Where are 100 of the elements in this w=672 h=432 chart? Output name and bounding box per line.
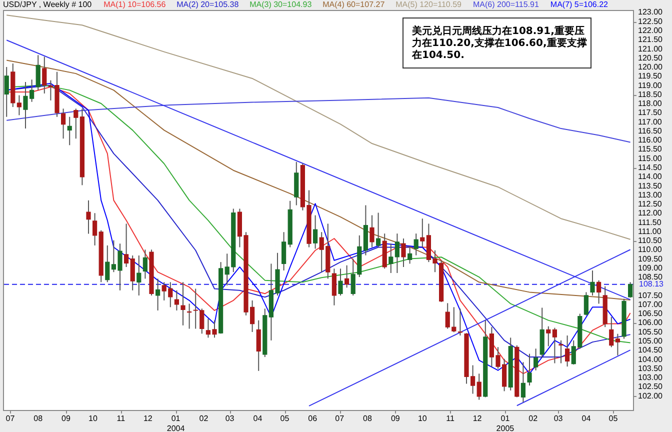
x-tick-label: 11 xyxy=(446,414,455,423)
candlestick xyxy=(282,232,286,271)
candlestick xyxy=(67,116,72,146)
y-tick-label: 105.50 xyxy=(638,327,664,336)
x-tick-label: 05 xyxy=(608,414,618,423)
candlestick xyxy=(313,214,318,250)
y-tick-label: 103.50 xyxy=(638,364,664,373)
candlestick xyxy=(394,233,400,274)
candlestick xyxy=(584,292,588,316)
y-tick-label: 110.00 xyxy=(638,245,662,254)
line-series xyxy=(6,97,631,143)
candlestick xyxy=(16,94,22,116)
candlestick xyxy=(565,334,570,368)
candlestick xyxy=(615,333,620,356)
y-tick-label: 123.00 xyxy=(638,8,664,17)
y-tick-label: 117.50 xyxy=(638,108,662,118)
candlestick xyxy=(388,243,394,274)
candlestick xyxy=(61,108,66,140)
x-tick-label: 03 xyxy=(225,414,235,423)
candlestick xyxy=(552,327,557,364)
candlestick xyxy=(458,308,462,336)
y-tick-label: 115.50 xyxy=(638,144,662,154)
y-tick-label: 118.00 xyxy=(638,99,662,108)
candlestick xyxy=(124,223,129,268)
y-tick-label: 119.00 xyxy=(638,80,662,90)
y-tick-label: 113.00 xyxy=(638,190,662,200)
candlestick xyxy=(558,340,564,364)
candlestick xyxy=(590,270,595,296)
candlestick xyxy=(142,249,148,280)
x-tick-label: 11 xyxy=(116,414,126,423)
line-series xyxy=(6,14,631,240)
x-tick-label: 07 xyxy=(6,414,16,423)
y-tick-label: 108.50 xyxy=(638,272,664,282)
y-tick-label: 120.00 xyxy=(638,62,664,72)
annotation: 美元兑日元周线压力在108.91,重要压力在110.20,支撑在106.60,重要支撑在104.50. xyxy=(411,25,587,61)
candlestick xyxy=(546,326,551,347)
candlestick xyxy=(520,362,526,403)
x-tick-label: 04 xyxy=(253,414,263,423)
x-tick-label: 04 xyxy=(582,414,592,423)
x-tick-label: 05 xyxy=(280,414,290,423)
candlestick xyxy=(596,280,602,304)
text: MA(7) 5=106.22 xyxy=(550,0,609,9)
y-tick-label: 120.50 xyxy=(638,53,664,62)
candlestick xyxy=(628,282,633,298)
candlestick xyxy=(414,233,418,256)
y-tick-label: 112.50 xyxy=(638,200,662,209)
y-tick-label: 112.00 xyxy=(638,208,662,218)
x-tick-label: 03 xyxy=(554,414,564,423)
y-tick-label: 116.00 xyxy=(638,136,662,145)
candlestick xyxy=(180,282,186,326)
x-tick-label: 06 xyxy=(308,414,318,423)
y-tick-label: 102.00 xyxy=(638,391,664,400)
x-tick-label: 09 xyxy=(390,414,400,423)
y-tick-label: 121.00 xyxy=(638,44,664,54)
y-tick-label: 111.50 xyxy=(638,218,662,227)
y-tick-label: 122.50 xyxy=(638,16,664,26)
x-tick-label: 10 xyxy=(418,414,428,423)
x-tick-label: 02 xyxy=(199,414,209,423)
candlestick xyxy=(376,212,381,248)
y-tick-label: 102.50 xyxy=(638,382,664,392)
x-tick-label: 08 xyxy=(363,414,372,423)
y-tick-label: 110.50 xyxy=(638,236,662,246)
candlestick xyxy=(527,353,532,386)
ref-line-label: 108.13 xyxy=(639,279,664,288)
x-tick-label: 08 xyxy=(34,414,44,423)
y-tick-label: 114.00 xyxy=(638,172,662,182)
y-tick-label: 109.50 xyxy=(638,254,664,264)
y-tick-label: 104.00 xyxy=(638,354,664,364)
candlestick xyxy=(401,238,406,268)
candlestick xyxy=(338,268,343,296)
y-tick-label: 109.00 xyxy=(638,263,664,272)
text: MA(6) 200=115.91 xyxy=(473,0,540,9)
x-tick-label: 01 2005 xyxy=(496,414,515,432)
candlestick xyxy=(187,303,192,330)
x-tick-label: 07 xyxy=(335,414,345,423)
y-tick-label: 122.00 xyxy=(638,26,664,36)
text: MA(2) 20=105.38 xyxy=(176,0,240,9)
text: MA(1) 10=106.56 xyxy=(104,0,166,9)
x-tick-label: 01 2004 xyxy=(166,414,186,432)
y-tick-label: 111.00 xyxy=(638,226,662,236)
candlestick xyxy=(92,212,98,246)
candlestick xyxy=(36,54,40,91)
candlestick xyxy=(408,246,412,264)
candlestick xyxy=(370,214,374,248)
candlestick xyxy=(332,268,336,306)
text: MA(5) 120=110.59 xyxy=(396,0,462,9)
x-tick-label: 10 xyxy=(88,414,98,423)
y-tick-label: 118.50 xyxy=(638,90,662,99)
y-tick-label: 119.50 xyxy=(638,72,662,81)
candlestick xyxy=(534,348,538,371)
y-tick-label: 113.50 xyxy=(638,181,662,190)
text: MA(3) 30=104.93 xyxy=(250,0,312,9)
candlestick xyxy=(42,56,47,94)
chart-title: USD/JPY , Weekly # 100 xyxy=(3,0,92,9)
candlestick xyxy=(476,373,482,400)
candlestick xyxy=(344,264,350,288)
y-tick-label: 106.00 xyxy=(638,318,664,328)
candlestick xyxy=(136,254,142,296)
y-tick-label: 107.50 xyxy=(638,290,664,300)
y-tick-label: 105.00 xyxy=(638,336,664,346)
